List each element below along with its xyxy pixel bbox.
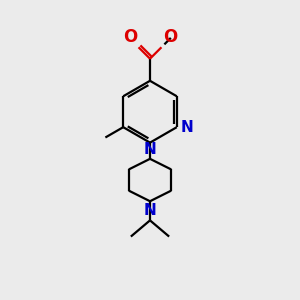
Text: O: O bbox=[163, 28, 177, 46]
Text: N: N bbox=[144, 142, 156, 158]
Text: O: O bbox=[123, 28, 138, 46]
Text: N: N bbox=[144, 203, 156, 218]
Text: N: N bbox=[181, 120, 194, 135]
